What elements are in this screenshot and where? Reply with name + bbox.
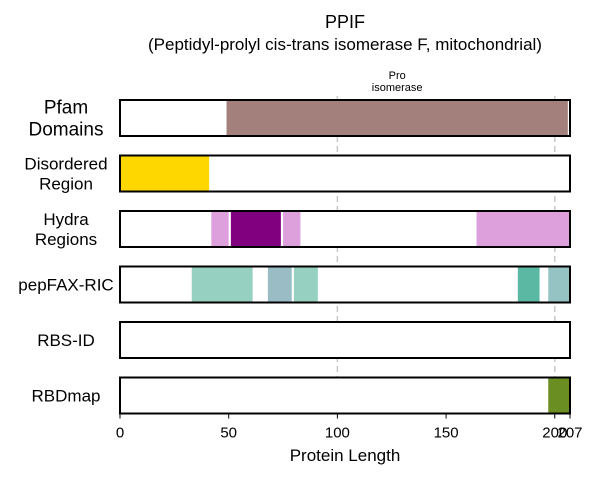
segment-2-2 (283, 212, 301, 246)
track-label: RBS-ID (37, 331, 95, 350)
x-tick-label: 207 (557, 425, 582, 442)
x-tick-label: 50 (220, 425, 237, 442)
track-label-line: RBDmap (32, 386, 101, 405)
segment-label-line: isomerase (372, 82, 423, 94)
track-5: RBDmap (32, 376, 571, 415)
segment-5-0 (548, 378, 570, 413)
segment-3-0 (191, 267, 253, 302)
track-label-line: Regions (35, 230, 97, 249)
track-background (120, 322, 570, 358)
track-4: RBS-ID (37, 321, 571, 359)
x-tick-label: 150 (434, 425, 459, 442)
track-label-line: Pfam (44, 98, 88, 119)
track-label: Hydra Regions (35, 210, 97, 249)
x-tick-label: 0 (116, 425, 124, 442)
track-label-line: Hydra (43, 210, 89, 229)
track-label-line: Disordered (24, 154, 107, 173)
track-frame (119, 99, 571, 137)
track-label: pepFAX-RIC (18, 275, 113, 294)
segment-1-0 (120, 156, 210, 191)
segment-3-4 (548, 267, 570, 302)
track-background (120, 377, 570, 414)
track-label-line: RBS-ID (37, 331, 95, 350)
tracks: Pro isomerase Pfam Domains Disordered Region H… (18, 70, 571, 415)
track-label: RBDmap (32, 386, 101, 405)
x-axis-label: Protein Length (290, 446, 401, 465)
track-frame (119, 265, 571, 304)
track-2: Hydra Regions (35, 210, 571, 249)
track-label-line: Region (39, 174, 93, 193)
chart-subtitle: (Peptidyl-prolyl cis-trans isomerase F, … (148, 35, 542, 54)
reference-lines (336, 96, 556, 414)
track-label: Pfam Domains (29, 98, 104, 141)
x-tick-label: 100 (325, 425, 350, 442)
track-label-line: Domains (29, 120, 104, 141)
segment-2-1 (230, 212, 281, 246)
track-background (120, 266, 570, 303)
chart-title: PPIF (325, 12, 365, 32)
segment-0-0 (226, 101, 568, 135)
track-frame (119, 321, 571, 359)
track-3: pepFAX-RIC (18, 265, 571, 304)
segment-2-0 (211, 212, 229, 246)
track-1: Disordered Region (24, 154, 571, 193)
segment-2-3 (476, 212, 570, 246)
segment-3-3 (517, 267, 540, 302)
track-label: Disordered Region (24, 154, 107, 193)
track-frame (119, 376, 571, 415)
track-label-line: pepFAX-RIC (18, 275, 113, 294)
x-tick-label: 200 (542, 425, 567, 442)
track-0: Pro isomerase Pfam Domains (29, 70, 571, 141)
track-frame (119, 154, 571, 193)
segment-label-line: Pro (389, 70, 406, 82)
segment-label: Pro isomerase (372, 70, 423, 94)
segment-3-2 (293, 267, 318, 302)
track-frame (119, 210, 571, 248)
segment-3-1 (267, 267, 292, 302)
